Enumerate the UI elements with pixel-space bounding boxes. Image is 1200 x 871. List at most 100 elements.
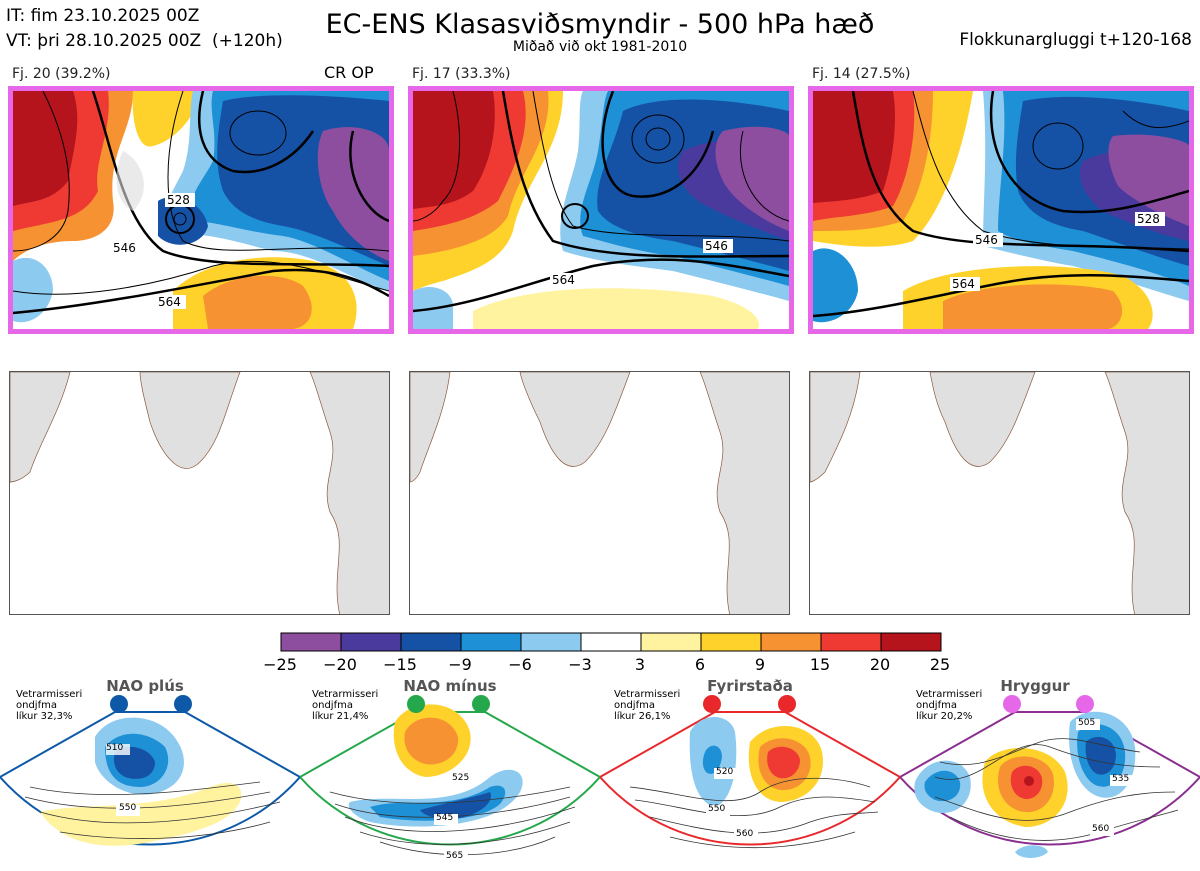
colorbar-tick: 15 [809, 655, 831, 674]
regime-map-svg [0, 711, 300, 846]
regime-marker [1003, 695, 1021, 713]
regime-note-line: líkur 20,2% [916, 711, 973, 722]
colorbar [280, 632, 942, 652]
cluster-1-label: Fj. 20 (39.2%) [12, 66, 111, 82]
valid-time: VT: þri 28.10.2025 00Z (+120h) [6, 31, 283, 51]
colorbar-tick: 6 [694, 655, 706, 674]
contour-label-546: 546 [113, 241, 136, 255]
regime-note-line: líkur 21,4% [312, 711, 369, 722]
regime-nao-minus[interactable]: NAO mínus Vetrarmisseri ondjfma líkur 21… [300, 676, 600, 871]
colorbar-tick: −20 [323, 655, 357, 674]
regime-marker [1076, 695, 1094, 713]
cluster-3-anomaly-svg: 564 546 528 [813, 91, 1189, 329]
contour-label-528: 528 [1137, 212, 1160, 226]
colorbar-tick: 20 [869, 655, 891, 674]
colorbar-segment [760, 632, 822, 652]
colorbar-segment [640, 632, 702, 652]
regime-title: Hryggur [1000, 677, 1070, 695]
cluster-2-label: Fj. 17 (33.3%) [412, 66, 511, 82]
regime-marker [110, 695, 128, 713]
regime-contour-label: 560 [1092, 824, 1110, 834]
regime-title: NAO mínus [403, 677, 497, 695]
regime-ridge[interactable]: Hryggur Vetrarmisseri ondjfma líkur 20,2… [900, 676, 1200, 871]
colorbar-segment [580, 632, 642, 652]
regime-note-line: Vetrarmisseri [16, 689, 83, 700]
regime-nao-plus[interactable]: NAO plús Vetrarmisseri ondjfma líkur 32,… [0, 676, 300, 871]
regime-map-svg [900, 711, 1200, 858]
regime-note-line: Vetrarmisseri [312, 689, 379, 700]
regime-contour-label: 550 [119, 803, 137, 813]
regime-marker [778, 695, 796, 713]
colorbar-tick: 25 [929, 655, 951, 674]
cluster-1-map[interactable]: 564 546 528 [8, 86, 394, 334]
cluster-3-blank-map [809, 371, 1190, 615]
colorbar-segment [340, 632, 402, 652]
regime-marker [703, 695, 721, 713]
regime-note: Vetrarmisseri ondjfma líkur 26,1% [614, 689, 680, 722]
regime-contour-label: 520 [716, 767, 734, 777]
regime-contour-label: 550 [708, 804, 726, 814]
colorbar-tick: −9 [448, 655, 472, 674]
cluster-2-map[interactable]: 564 546 [408, 86, 794, 334]
regime-blocking[interactable]: Fyrirstaða Vetrarmisseri ondjfma líkur 2… [600, 676, 900, 871]
colorbar-tick: −25 [263, 655, 297, 674]
regime-note: Vetrarmisseri ondjfma líkur 32,3% [16, 689, 82, 722]
regime-contour-label: 565 [446, 851, 464, 861]
classification-window: Flokkunargluggi t+120-168 [959, 30, 1192, 50]
regime-map-svg [300, 704, 600, 863]
page-title: EC-ENS Klasasviðsmyndir - 500 hPa hæð [325, 9, 875, 40]
regime-note: Vetrarmisseri ondjfma líkur 21,4% [312, 689, 378, 722]
init-time: IT: fim 23.10.2025 00Z [6, 6, 200, 26]
regime-marker [472, 695, 490, 713]
colorbar-segment [880, 632, 942, 652]
colorbar-svg [280, 632, 942, 652]
blank-map-3-land [810, 372, 1189, 614]
regime-contour-label: 535 [1112, 774, 1130, 784]
colorbar-tick: −3 [568, 655, 592, 674]
regime-contour-label: 525 [452, 773, 470, 783]
cluster-3-label: Fj. 14 (27.5%) [812, 66, 911, 82]
regime-marker [174, 695, 192, 713]
regime-contour-label: 545 [436, 813, 454, 823]
header-init-valid: IT: fim 23.10.2025 00Z VT: þri 28.10.202… [6, 4, 283, 54]
contour-label-546: 546 [705, 239, 728, 253]
regime-note-line: ondjfma [16, 700, 57, 711]
cluster-3-map[interactable]: 564 546 528 [808, 86, 1194, 334]
regime-marker [407, 695, 425, 713]
cluster-1-blank-map [9, 371, 390, 615]
regime-note: Vetrarmisseri ondjfma líkur 20,2% [916, 689, 982, 722]
colorbar-segment [460, 632, 522, 652]
colorbar-segment [700, 632, 762, 652]
regime-note-line: Vetrarmisseri [614, 689, 681, 700]
colorbar-tick: −15 [383, 655, 417, 674]
regime-note-line: líkur 26,1% [614, 711, 671, 722]
colorbar-tick: 9 [754, 655, 766, 674]
colorbar-segment [400, 632, 462, 652]
cluster-1-anomaly-svg: 564 546 528 [13, 91, 389, 329]
cluster-2-anomaly-svg: 564 546 [413, 91, 789, 329]
cluster-1-tag: CR OP [324, 63, 374, 82]
regime-contour-label: 560 [736, 829, 754, 839]
regime-contour-label: 505 [1078, 718, 1096, 728]
regime-note-line: líkur 32,3% [16, 711, 73, 722]
contour-label-564: 564 [158, 295, 181, 309]
regime-map-svg [600, 711, 900, 849]
contour-label-564: 564 [552, 273, 575, 287]
colorbar-ticks: −25 −20 −15 −9 −6 −3 3 6 9 15 20 25 [260, 655, 962, 677]
contour-label-564: 564 [952, 277, 975, 291]
cluster-2-blank-map [409, 371, 790, 615]
colorbar-segment [820, 632, 882, 652]
blank-map-1-land [10, 372, 389, 614]
regime-contour-label: 510 [106, 743, 124, 753]
regime-note-line: ondjfma [312, 700, 353, 711]
regime-note-line: Vetrarmisseri [916, 689, 983, 700]
colorbar-segment [520, 632, 582, 652]
regime-title: NAO plús [106, 677, 184, 695]
colorbar-tick: 3 [634, 655, 646, 674]
colorbar-segment [280, 632, 342, 652]
contour-label-546: 546 [975, 233, 998, 247]
regime-title: Fyrirstaða [707, 677, 793, 695]
regime-note-line: ondjfma [614, 700, 655, 711]
regime-note-line: ondjfma [916, 700, 957, 711]
blank-map-2-land [410, 372, 789, 614]
